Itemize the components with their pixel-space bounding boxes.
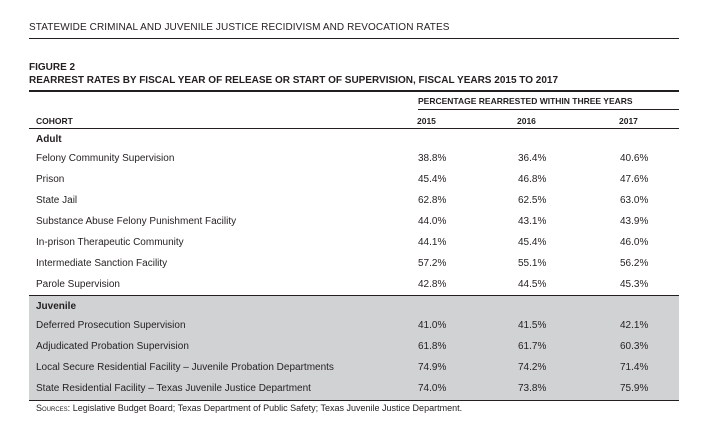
rate-2015: 61.8% — [418, 341, 447, 352]
rate-2015: 45.4% — [418, 174, 447, 185]
section-label-juvenile: Juvenile — [36, 301, 77, 312]
column-group-header: PERCENTAGE REARRESTED WITHIN THREE YEARS — [418, 96, 633, 106]
rate-2017: 45.3% — [620, 279, 649, 290]
figure-title: REARREST RATES BY FISCAL YEAR OF RELEASE… — [29, 75, 559, 86]
cohort-name: Substance Abuse Felony Punishment Facili… — [36, 216, 237, 227]
sources-text: Legislative Budget Board; Texas Departme… — [72, 403, 463, 413]
cohort-name: Adjudicated Probation Supervision — [36, 341, 189, 352]
table-row: Prison 45.4% 46.8% 47.6% — [29, 170, 679, 191]
rate-2016: 61.7% — [518, 341, 547, 352]
rate-2016: 55.1% — [518, 258, 547, 269]
figure-number: FIGURE 2 — [29, 62, 76, 73]
rate-2016: 73.8% — [518, 383, 547, 394]
header-divider — [29, 38, 679, 39]
rate-2017: 47.6% — [620, 174, 649, 185]
cohort-name: Parole Supervision — [36, 279, 120, 290]
rate-2017: 63.0% — [620, 195, 649, 206]
rate-2015: 44.1% — [418, 237, 447, 248]
sources-label: Sources: — [36, 403, 71, 413]
rate-2015: 38.8% — [418, 153, 447, 164]
rate-2017: 46.0% — [620, 237, 649, 248]
table-row: Local Secure Residential Facility – Juve… — [29, 358, 679, 379]
table-row: Felony Community Supervision 38.8% 36.4%… — [29, 149, 679, 170]
cohort-name: In-prison Therapeutic Community — [36, 237, 184, 248]
rate-2016: 46.8% — [518, 174, 547, 185]
rate-2016: 43.1% — [518, 216, 547, 227]
cohort-name: Prison — [36, 174, 65, 185]
rate-2017: 42.1% — [620, 320, 649, 331]
table-row: Adjudicated Probation Supervision 61.8% … — [29, 337, 679, 358]
rate-2015: 74.0% — [418, 383, 447, 394]
cohort-name: State Residential Facility – Texas Juven… — [36, 383, 311, 394]
rate-2016: 44.5% — [518, 279, 547, 290]
cohort-name: Local Secure Residential Facility – Juve… — [36, 362, 334, 373]
cohort-name: State Jail — [36, 195, 78, 206]
section-label-adult: Adult — [36, 134, 62, 145]
table-row: In-prison Therapeutic Community 44.1% 45… — [29, 233, 679, 254]
table-row: State Jail 62.8% 62.5% 63.0% — [29, 191, 679, 212]
rate-2016: 45.4% — [518, 237, 547, 248]
rate-2016: 36.4% — [518, 153, 547, 164]
rate-2015: 57.2% — [418, 258, 447, 269]
adult-section: Adult Felony Community Supervision 38.8%… — [29, 129, 679, 296]
rate-2017: 60.3% — [620, 341, 649, 352]
page-header-title: STATEWIDE CRIMINAL AND JUVENILE JUSTICE … — [29, 22, 450, 33]
column-header-divider — [29, 128, 679, 129]
rate-2015: 41.0% — [418, 320, 447, 331]
rate-2015: 74.9% — [418, 362, 447, 373]
rate-2017: 75.9% — [620, 383, 649, 394]
rate-2017: 40.6% — [620, 153, 649, 164]
rate-2017: 43.9% — [620, 216, 649, 227]
rate-2015: 44.0% — [418, 216, 447, 227]
table-row: Substance Abuse Felony Punishment Facili… — [29, 212, 679, 233]
column-header-2015: 2015 — [417, 116, 436, 126]
table-row: Intermediate Sanction Facility 57.2% 55.… — [29, 254, 679, 275]
cohort-name: Intermediate Sanction Facility — [36, 258, 168, 269]
footer-divider — [29, 400, 679, 401]
rate-2017: 71.4% — [620, 362, 649, 373]
column-header-2017: 2017 — [619, 116, 638, 126]
rate-2016: 41.5% — [518, 320, 547, 331]
column-header-cohort: COHORT — [36, 116, 73, 126]
table-row: Parole Supervision 42.8% 44.5% 45.3% — [29, 275, 679, 296]
cohort-name: Deferred Prosecution Supervision — [36, 320, 186, 331]
table-row: Deferred Prosecution Supervision 41.0% 4… — [29, 316, 679, 337]
rate-2017: 56.2% — [620, 258, 649, 269]
cohort-name: Felony Community Supervision — [36, 153, 175, 164]
table-row: State Residential Facility – Texas Juven… — [29, 379, 679, 400]
rate-2015: 62.8% — [418, 195, 447, 206]
column-group-divider — [418, 109, 679, 110]
adult-section-divider — [29, 295, 679, 296]
column-header-2016: 2016 — [517, 116, 536, 126]
rate-2016: 62.5% — [518, 195, 547, 206]
rate-2015: 42.8% — [418, 279, 447, 290]
sources-note: Sources: Legislative Budget Board; Texas… — [36, 403, 462, 413]
juvenile-section: Juvenile Deferred Prosecution Supervisio… — [29, 296, 679, 400]
rate-2016: 74.2% — [518, 362, 547, 373]
figure-title-divider — [29, 90, 679, 92]
